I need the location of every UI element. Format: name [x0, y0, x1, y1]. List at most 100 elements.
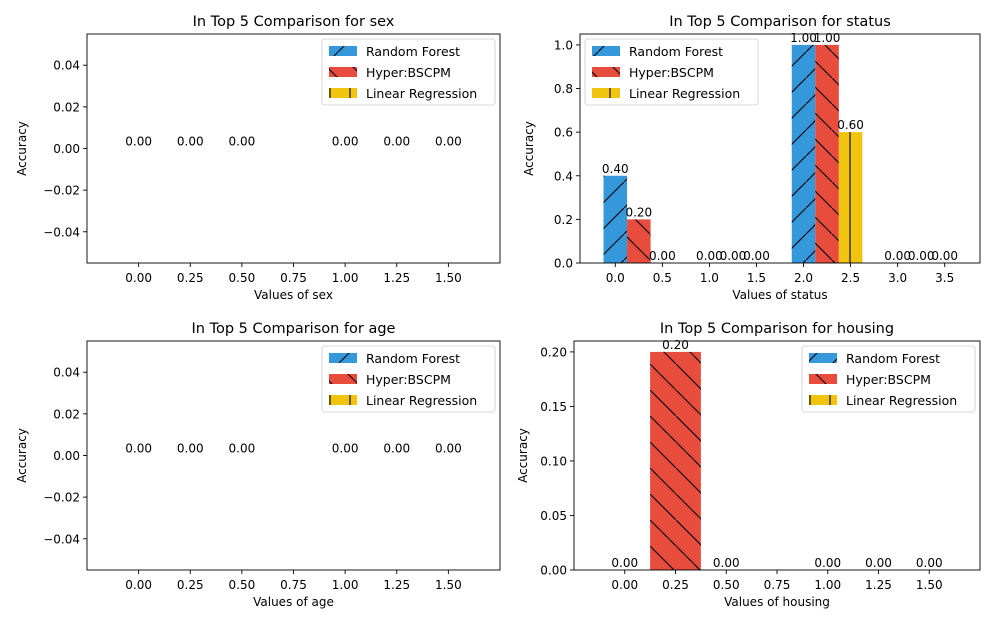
legend-swatch-hatch	[809, 374, 837, 384]
y-tick-label: 1.0	[554, 38, 573, 52]
x-tick-label: 1.00	[332, 578, 359, 592]
bar-value-label: 0.00	[229, 442, 256, 456]
legend-swatch-hatch	[329, 88, 357, 98]
y-tick-label: 0.20	[540, 345, 567, 359]
bar-value-label: 0.00	[916, 556, 943, 570]
bar-value-label: 0.00	[435, 442, 462, 456]
y-tick-label: 0.00	[540, 564, 567, 578]
y-axis-label: Accuracy	[516, 428, 530, 483]
x-tick-label: 0.25	[177, 578, 204, 592]
bar-value-label: 0.00	[383, 135, 410, 149]
x-tick-label: 0.25	[662, 578, 689, 592]
bar-value-label: 0.00	[884, 249, 911, 263]
bar-value-label: 0.60	[837, 118, 864, 132]
x-tick-label: 0.75	[764, 578, 791, 592]
x-tick-label: 3.5	[935, 271, 954, 285]
bar-hatch	[627, 219, 651, 263]
chart-title: In Top 5 Comparison for status	[669, 14, 891, 30]
y-tick-label: 0.2	[554, 213, 573, 227]
legend-label: Hyper:BSCPM	[846, 372, 931, 387]
y-tick-label: −0.02	[43, 491, 80, 505]
y-tick-label: 0.6	[554, 126, 573, 140]
x-tick-label: 1.00	[332, 271, 359, 285]
bar-value-label: 0.00	[177, 135, 204, 149]
legend-box	[321, 38, 496, 106]
legend-label: Linear Regression	[366, 86, 477, 101]
bar-value-label: 0.00	[177, 442, 204, 456]
x-axis-label: Values of sex	[254, 288, 333, 302]
x-tick-label: 0.5	[653, 271, 672, 285]
bar-value-label: 0.00	[611, 556, 638, 570]
bar-value-label: 0.20	[625, 205, 652, 219]
legend-label: Linear Regression	[846, 393, 957, 408]
bar-hatch	[650, 351, 701, 570]
bar-value-label: 0.00	[332, 442, 359, 456]
bar-value-label: 1.00	[814, 31, 841, 45]
x-tick-label: 0.75	[280, 271, 307, 285]
legend-label: Random Forest	[846, 351, 940, 366]
y-tick-label: 0.04	[53, 59, 80, 73]
x-tick-label: 1.50	[916, 578, 943, 592]
y-tick-label: 0.02	[53, 407, 80, 421]
chart-panel: 0.400.001.000.000.200.001.000.000.00 0.00…	[522, 14, 981, 302]
y-tick-label: 0.04	[53, 366, 80, 380]
bar-value-label: 0.00	[125, 135, 152, 149]
bar-value-label: 0.20	[662, 338, 689, 352]
chart-panel: 0.00 0.00 0.20 0.00 0.00 0.00 0.00 0.25 0.50 0.75…	[516, 321, 981, 609]
x-tick-label: 0.00	[125, 578, 152, 592]
y-tick-label: 0.8	[554, 82, 573, 96]
x-tick-label: 0.50	[229, 271, 256, 285]
bar-value-label: 0.00	[865, 556, 892, 570]
bar-value-label: 0.00	[125, 442, 152, 456]
x-tick-label: 1.0	[700, 271, 719, 285]
legend-box	[801, 345, 976, 413]
legend-label: Random Forest	[629, 44, 723, 59]
bar-value-label: 0.40	[602, 162, 629, 176]
bar-value-label: 0.00	[649, 249, 676, 263]
y-tick-label: 0.02	[53, 100, 80, 114]
y-tick-label: 0.05	[540, 509, 567, 523]
x-tick-label: 0.50	[229, 578, 256, 592]
bar-hatch	[603, 175, 628, 263]
y-tick-label: 0.10	[540, 454, 567, 468]
x-tick-label: 0.00	[125, 271, 152, 285]
legend-swatch-hatch	[329, 46, 357, 56]
chart-panel: 0.00 0.00 0.00 0.00 0.00 0.00 0.00 0.25 0.50 0.75…	[15, 321, 501, 609]
legend-label: Hyper:BSCPM	[366, 372, 451, 387]
x-tick-label: 0.00	[611, 578, 638, 592]
x-axis-label: Values of status	[732, 288, 827, 302]
bar-value-label: 0.00	[931, 249, 958, 263]
chart-title: In Top 5 Comparison for sex	[193, 14, 395, 30]
bar-hatch	[838, 132, 863, 263]
y-tick-label: 0.4	[554, 169, 573, 183]
x-tick-label: 1.5	[747, 271, 766, 285]
legend-label: Hyper:BSCPM	[366, 65, 451, 80]
bar-value-label: 0.00	[383, 442, 410, 456]
x-tick-label: 1.50	[435, 578, 462, 592]
bar-hatch	[815, 44, 839, 264]
bar-value-label: 0.00	[814, 556, 841, 570]
x-tick-label: 1.25	[383, 271, 410, 285]
y-axis-label: Accuracy	[15, 121, 29, 176]
x-tick-label: 1.00	[814, 578, 841, 592]
x-tick-label: 1.25	[383, 578, 410, 592]
bar-value-label: 0.00	[743, 249, 770, 263]
x-axis-label: Values of age	[253, 595, 334, 609]
legend: Random Forest Hyper:BSCPM Linear Regressio…	[584, 38, 759, 106]
y-tick-label: −0.04	[43, 532, 80, 546]
y-tick-label: 0.0	[554, 257, 573, 271]
legend-label: Linear Regression	[629, 86, 740, 101]
legend-swatch-hatch	[329, 353, 357, 363]
legend: Random Forest Hyper:BSCPM Linear Regressio…	[321, 345, 496, 413]
x-tick-label: 1.25	[865, 578, 892, 592]
y-tick-label: −0.02	[43, 184, 80, 198]
x-axis-label: Values of housing	[724, 595, 830, 609]
bar-value-label: 0.00	[696, 249, 723, 263]
x-tick-label: 0.0	[606, 271, 625, 285]
legend-label: Linear Regression	[366, 393, 477, 408]
legend-swatch-hatch	[592, 88, 620, 98]
legend-swatch-hatch	[592, 46, 620, 56]
y-tick-label: 0.15	[540, 400, 567, 414]
y-axis-label: Accuracy	[522, 121, 536, 176]
legend: Random Forest Hyper:BSCPM Linear Regressio…	[321, 38, 496, 106]
